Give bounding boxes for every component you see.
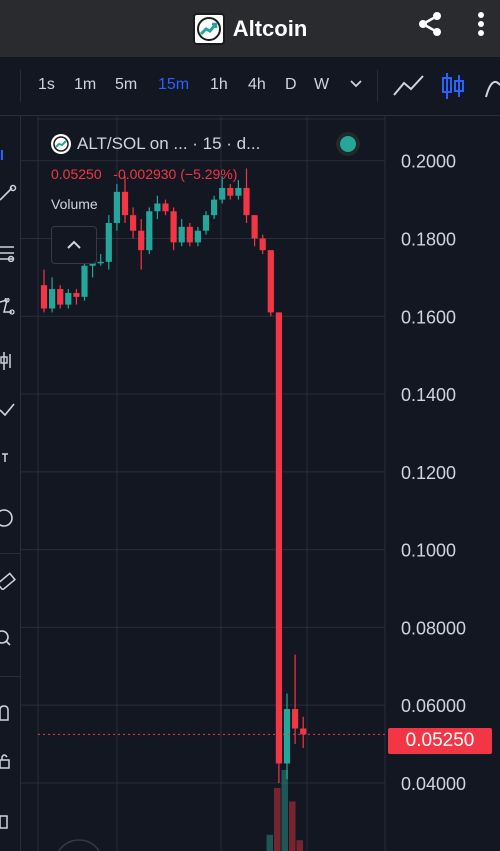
legend-price: 0.05250: [51, 166, 102, 182]
app-header: Altcoin: [0, 0, 500, 57]
candle-body: [267, 250, 274, 313]
drawing-toolbar: [0, 116, 21, 851]
candle-body: [300, 728, 307, 735]
candle-body: [170, 211, 177, 243]
toolbar-divider: [377, 70, 378, 102]
candle-body: [251, 215, 258, 239]
candle-body: [138, 230, 145, 251]
prediction-icon[interactable]: [0, 352, 18, 370]
timeframe-1h[interactable]: 1h: [210, 76, 228, 93]
lock-icon[interactable]: [0, 752, 18, 770]
ruler-icon[interactable]: [0, 572, 18, 590]
y-axis-tick-label: 0.1200: [401, 463, 456, 483]
candle-body: [243, 187, 250, 216]
candle-body: [202, 215, 210, 231]
candle-body: [113, 191, 120, 223]
volume-bar: [281, 770, 288, 851]
timeframe-d[interactable]: D: [285, 76, 297, 93]
candle-body: [73, 292, 80, 297]
timeframe-5m[interactable]: 5m: [115, 76, 138, 93]
y-axis-tick-label: 0.1400: [401, 385, 456, 405]
candle-body: [194, 230, 201, 243]
zoom-icon[interactable]: [0, 630, 18, 648]
volume-bar: [266, 834, 273, 851]
magnet-icon[interactable]: [0, 704, 18, 722]
pattern-icon[interactable]: [0, 298, 18, 316]
candle-body: [97, 261, 104, 264]
timeframe-4h[interactable]: 4h: [248, 76, 266, 93]
market-status-indicator[interactable]: [340, 136, 356, 152]
scroll-button-outline: [57, 839, 101, 851]
timeframe-1s[interactable]: 1s: [38, 76, 55, 93]
current-price-label: 0.05250: [388, 728, 492, 754]
candle-body: [40, 285, 48, 309]
leftbar-divider: [0, 553, 20, 554]
candle-body: [227, 187, 234, 196]
timeframe-w[interactable]: W: [314, 76, 330, 93]
chart-toolbar: 1s 1m 5m 15m 1h 4h D W: [0, 57, 500, 116]
y-axis-tick-label: 0.04000: [401, 774, 466, 794]
candle-body: [57, 289, 64, 305]
volume-bar: [289, 801, 296, 851]
app-logo-icon: [192, 12, 225, 45]
legend-change-pct: (−5.29%): [180, 166, 238, 182]
symbol-legend[interactable]: ALT/SOL on ... · 15 · d...: [51, 134, 260, 154]
app-title-group: Altcoin: [192, 12, 308, 45]
candle-body: [283, 709, 291, 764]
y-axis-tick-label: 0.08000: [401, 618, 466, 638]
y-axis-tick-label: 0.1600: [401, 307, 456, 327]
collapse-legend-button[interactable]: [51, 226, 97, 264]
timeframe-1m[interactable]: 1m: [74, 76, 97, 93]
trash-icon[interactable]: [0, 812, 18, 830]
candle-body: [259, 238, 266, 251]
line-chart-icon[interactable]: [392, 73, 426, 99]
toolbar-divider: [20, 70, 21, 102]
candle-body: [81, 265, 88, 297]
candle-body: [105, 222, 112, 262]
share-icon[interactable]: [416, 10, 444, 38]
candle-body: [178, 226, 185, 243]
candle-body: [49, 289, 56, 309]
leftbar-divider: [0, 676, 20, 677]
text-tool-icon[interactable]: [0, 450, 18, 468]
chevron-down-icon[interactable]: [349, 79, 363, 89]
candle-body: [130, 215, 137, 231]
candle-body: [219, 187, 226, 200]
candle-body: [275, 312, 282, 764]
volume-bar: [274, 788, 281, 851]
app-title: Altcoin: [232, 15, 308, 41]
trend-line-icon[interactable]: [0, 184, 18, 202]
candle-body: [65, 292, 72, 305]
y-axis-tick-label: 0.2000: [401, 152, 456, 172]
more-vertical-icon[interactable]: [476, 10, 486, 38]
candle-body: [186, 226, 193, 243]
y-axis-tick-label: 0.1800: [401, 230, 456, 250]
volume-bar: [296, 840, 303, 851]
candle-body: [235, 187, 242, 196]
chevron-up-icon: [67, 240, 81, 249]
candle-body: [211, 199, 218, 216]
candle-body: [121, 191, 129, 216]
fib-retracement-icon[interactable]: [0, 244, 18, 262]
candle-body: [146, 211, 153, 251]
symbol-title: ALT/SOL on ... · 15 · d...: [77, 134, 261, 153]
measure-icon[interactable]: [0, 402, 18, 420]
y-axis-tick-label: 0.06000: [401, 696, 466, 716]
candles-icon[interactable]: [440, 71, 466, 101]
volume-indicator-label[interactable]: Volume: [51, 196, 98, 212]
ohlc-summary: 0.05250 -0.002930 (−5.29%): [51, 166, 237, 182]
legend-change: -0.002930: [113, 166, 177, 182]
emoji-icon[interactable]: [0, 509, 18, 527]
chart-pane[interactable]: 0.2000 0.1800 0.1600 0.1400 0.1200 0.1000 0.08…: [21, 116, 500, 851]
candle-body: [162, 203, 169, 212]
y-axis-tick-label: 0.1000: [401, 541, 456, 561]
token-logo-icon: [51, 134, 71, 154]
timeframe-15m[interactable]: 15m: [158, 76, 190, 93]
price-chart[interactable]: 0.2000 0.1800 0.1600 0.1400 0.1200 0.1000 0.08…: [21, 116, 500, 851]
cursor-icon[interactable]: [0, 146, 18, 164]
indicators-icon[interactable]: [484, 73, 500, 99]
candle-body: [154, 203, 161, 212]
candle-body: [292, 709, 299, 729]
